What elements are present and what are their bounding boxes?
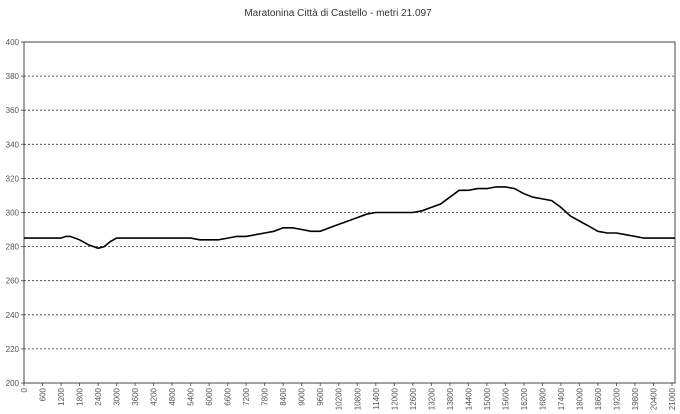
x-tick-label: 13800 [446,387,455,410]
x-tick-label: 19800 [631,387,640,410]
x-tick-label: 3000 [113,387,122,405]
x-tick-label: 14400 [464,387,473,410]
x-tick-label: 10200 [335,387,344,410]
x-tick-label: 4800 [168,387,177,405]
x-tick-label: 20400 [649,387,658,410]
chart-title: Maratonina Città di Castello - metri 21.… [244,8,432,19]
x-tick-label: 16200 [520,387,529,410]
y-tick-label: 300 [6,209,20,218]
x-tick-label: 16800 [538,387,547,410]
x-tick-label: 18600 [594,387,603,410]
grid-lines [24,75,675,350]
y-tick-label: 320 [6,174,20,183]
plot-area-frame [23,41,676,384]
x-tick-label: 10800 [353,387,362,410]
x-tick-label: 9000 [298,387,307,405]
x-tick-label: 600 [39,387,48,401]
y-axis-ticks: 200 220 240 260 280 300 320 340 360 380 400 [6,38,24,388]
x-tick-label: 5400 [187,387,196,405]
x-tick-label: 6000 [205,387,214,405]
x-tick-label: 8400 [279,387,288,405]
y-tick-label: 280 [6,243,20,252]
y-tick-label: 200 [6,379,20,388]
x-tick-label: 17400 [557,387,566,410]
y-tick-label: 400 [6,38,20,47]
y-tick-label: 340 [6,140,20,149]
x-tick-label: 7200 [242,387,251,405]
x-tick-label: 21000 [668,387,677,410]
x-tick-label: 3600 [131,387,140,405]
x-tick-label: 19200 [612,387,621,410]
x-axis-ticks: 0 600 1200 1800 2400 3000 3600 4200 4800 5400 6000… [20,383,677,410]
y-tick-label: 240 [6,311,20,320]
x-tick-label: 6600 [224,387,233,405]
x-tick-label: 7800 [261,387,270,405]
y-tick-label: 380 [6,72,20,81]
series-line [24,186,675,250]
x-tick-label: 15600 [501,387,510,410]
x-tick-label: 9600 [316,387,325,405]
x-tick-label: 13200 [427,387,436,410]
x-tick-label: 4200 [150,387,159,405]
y-tick-label: 260 [6,277,20,286]
x-tick-label: 1800 [76,387,85,405]
x-tick-label: 15000 [483,387,492,410]
x-tick-label: 11400 [372,387,381,409]
y-tick-label: 220 [6,345,20,354]
x-tick-label: 18000 [575,387,584,410]
series-layer [24,186,675,250]
x-tick-label: 1200 [57,387,66,405]
x-tick-label: 0 [20,387,29,392]
x-tick-label: 2400 [94,387,103,405]
y-tick-label: 360 [6,106,20,115]
x-tick-label: 12600 [409,387,418,410]
x-tick-label: 12000 [390,387,399,410]
